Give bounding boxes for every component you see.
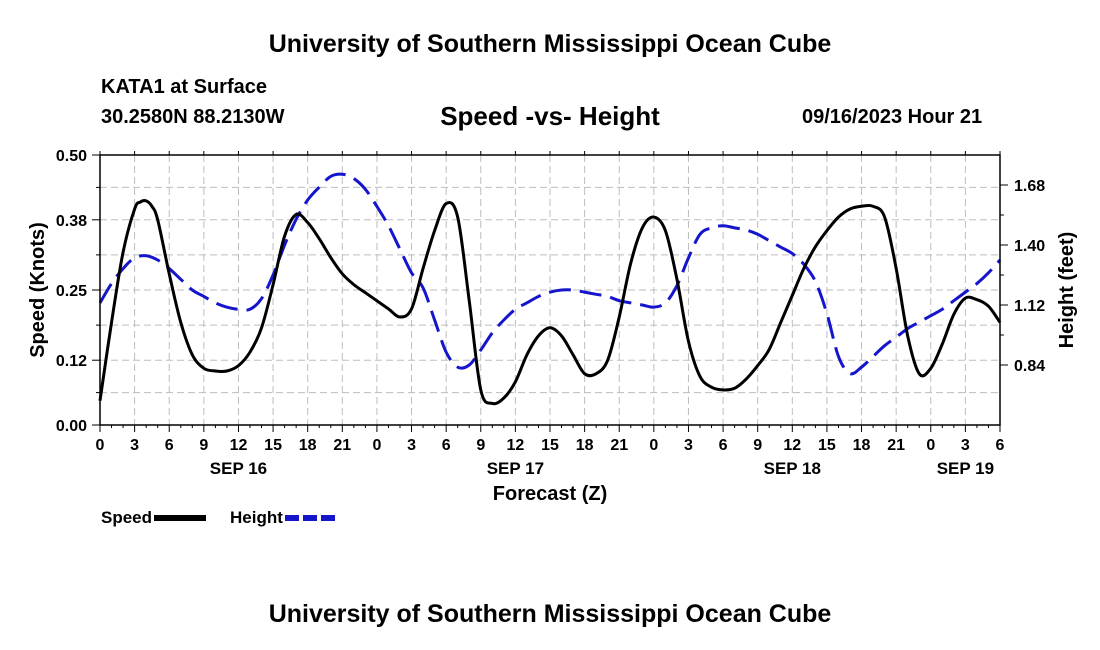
- x-tick-label: 0: [649, 437, 658, 454]
- x-tick-label: 9: [199, 437, 208, 454]
- x-axis-label: Forecast (Z): [493, 483, 607, 505]
- legend-height-swatch: [284, 515, 337, 521]
- x-tick-label: 6: [719, 437, 728, 454]
- x-tick-label: 0: [372, 437, 381, 454]
- x-tick-label: 0: [926, 437, 935, 454]
- date-label: SEP 17: [487, 459, 544, 478]
- axes: 0 3 6 9 12 15 18 21 0 3 6 9 12 15 18 21 0 3 6 9 12 15 18 21 0 3 6S…: [56, 148, 1045, 478]
- x-tick-label: 3: [407, 437, 416, 454]
- x-tick-label: 21: [887, 437, 905, 454]
- grid: [100, 155, 1000, 425]
- forecast-datetime: 09/16/2023 Hour 21: [802, 106, 983, 128]
- series-layer: [98, 172, 1002, 406]
- x-tick-label: 12: [783, 437, 801, 454]
- x-tick-label: 6: [442, 437, 451, 454]
- x-tick-label: 21: [610, 437, 628, 454]
- date-label: SEP 16: [210, 459, 267, 478]
- x-tick-label: 18: [576, 437, 594, 454]
- x-tick-label: 9: [753, 437, 762, 454]
- y-tick-label: 0.12: [56, 353, 87, 370]
- station-coordinates: 30.2580N 88.2130W: [101, 106, 285, 128]
- x-tick-label: 18: [299, 437, 317, 454]
- legend-height-label: Height: [230, 508, 283, 527]
- y2-tick-label: 1.40: [1014, 238, 1045, 255]
- legend-speed-swatch: [154, 515, 207, 521]
- legend-speed: Speed: [101, 508, 207, 528]
- series-line-height: [98, 172, 1002, 376]
- header-title: University of Southern Mississippi Ocean…: [268, 30, 832, 58]
- x-tick-label: 15: [818, 437, 836, 454]
- x-tick-label: 18: [853, 437, 871, 454]
- station-name: KATA1 at Surface: [101, 76, 267, 98]
- x-tick-label: 21: [333, 437, 351, 454]
- x-tick-label: 9: [476, 437, 485, 454]
- x-tick-label: 3: [130, 437, 139, 454]
- y-axis-label: Speed (Knots): [27, 222, 49, 358]
- x-tick-label: 12: [506, 437, 524, 454]
- y-tick-label: 0.25: [56, 283, 87, 300]
- x-tick-label: 6: [996, 437, 1005, 454]
- date-label: SEP 19: [937, 459, 994, 478]
- date-label: SEP 18: [764, 459, 821, 478]
- series-line-speed: [98, 199, 1002, 406]
- y2-tick-label: 0.84: [1014, 358, 1045, 375]
- y2-axis-label: Height (feet): [1056, 232, 1078, 349]
- x-tick-label: 3: [684, 437, 693, 454]
- legend-height: Height: [230, 508, 337, 528]
- x-tick-label: 12: [230, 437, 248, 454]
- x-tick-label: 15: [541, 437, 559, 454]
- legend-speed-label: Speed: [101, 508, 153, 527]
- y-tick-label: 0.50: [56, 148, 87, 165]
- footer-title: University of Southern Mississippi Ocean…: [268, 600, 832, 628]
- y-tick-label: 0.00: [56, 418, 87, 435]
- y2-tick-label: 1.68: [1014, 178, 1045, 195]
- x-tick-label: 15: [264, 437, 282, 454]
- chart-subtitle: Speed -vs- Height: [440, 101, 660, 131]
- x-tick-label: 0: [96, 437, 105, 454]
- x-tick-label: 6: [165, 437, 174, 454]
- y2-tick-label: 1.12: [1014, 298, 1045, 315]
- x-tick-label: 3: [961, 437, 970, 454]
- y-tick-label: 0.38: [56, 213, 87, 230]
